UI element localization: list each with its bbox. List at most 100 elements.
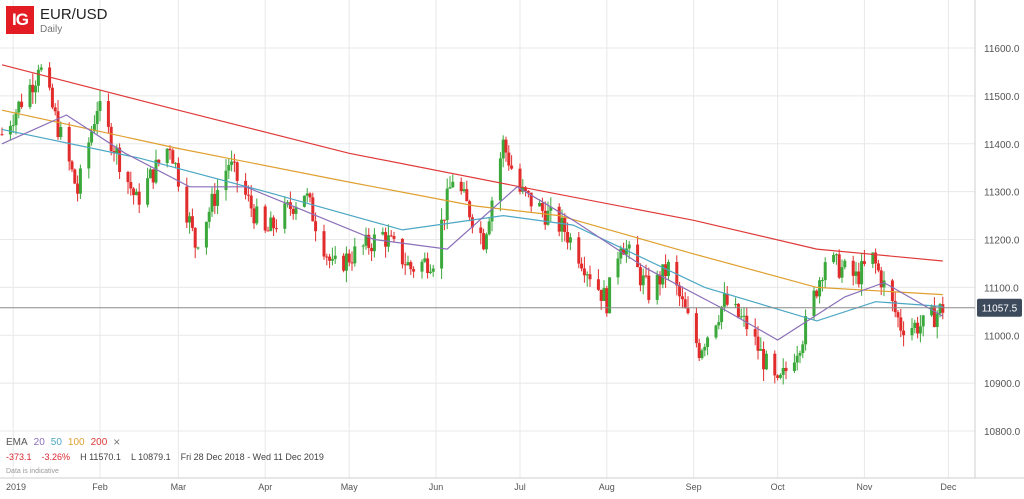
candle-body [655, 274, 659, 300]
candle-body [146, 178, 150, 205]
candle-body [328, 256, 332, 261]
candle-body [694, 313, 698, 343]
candle-body [151, 169, 155, 183]
candle-body [916, 322, 920, 334]
candle-body [932, 306, 936, 328]
candle-body [756, 336, 760, 351]
candle-body [795, 355, 799, 363]
candle-body [619, 248, 623, 259]
candle-body [154, 159, 158, 183]
candle-body [566, 231, 570, 243]
candle-body [76, 183, 80, 194]
candle-body [498, 158, 502, 201]
candle-body [465, 189, 469, 202]
candle-body [389, 235, 393, 237]
candle-body [11, 125, 15, 127]
candle-body [347, 253, 351, 263]
candle-body [462, 189, 466, 192]
x-tick-label: Apr [258, 482, 272, 492]
current-price-label: 11057.5 [982, 304, 1018, 315]
candle-body [459, 181, 463, 192]
candle-body [440, 219, 444, 269]
y-tick-label: 11600.0 [984, 44, 1020, 55]
candle-body [252, 208, 256, 224]
ema-100-label[interactable]: 100 [67, 436, 85, 448]
candle-body [490, 200, 494, 222]
y-tick-label: 11000.0 [984, 331, 1020, 342]
y-tick-label: 10800.0 [984, 427, 1021, 438]
candle-body [759, 349, 763, 351]
candle-body [666, 261, 670, 277]
ema-50-label[interactable]: 50 [50, 436, 62, 448]
candle-body [599, 289, 603, 301]
candle-body [801, 344, 805, 354]
candle-body [361, 245, 365, 247]
y-tick-label: 11100.0 [984, 283, 1019, 294]
candle-body [543, 210, 547, 225]
candle-body [412, 269, 416, 272]
candle-body [776, 375, 780, 378]
x-tick-label: Dec [940, 482, 957, 492]
candle-body [851, 260, 855, 276]
candle-body [700, 350, 704, 359]
candle-body [118, 147, 122, 172]
candle-body [941, 304, 945, 313]
candle-body [899, 317, 903, 331]
candle-body [344, 253, 348, 271]
candle-body [902, 330, 906, 336]
ema-50-line [1, 128, 943, 322]
candle-body [568, 237, 572, 243]
candle-body [106, 101, 110, 127]
candle-body [540, 202, 544, 211]
candle-body [526, 190, 530, 193]
candle-body [274, 228, 278, 230]
candle-body [913, 322, 917, 328]
candle-body [176, 163, 180, 187]
candle-body [353, 246, 357, 264]
candle-body [739, 316, 743, 318]
candle-body [823, 262, 827, 281]
x-tick-label: Oct [771, 482, 786, 492]
candle-body [448, 187, 452, 189]
candle-body [501, 139, 505, 159]
candle-body [773, 353, 777, 376]
candle-body [333, 255, 337, 259]
candle-body [213, 193, 217, 206]
candle-body [126, 171, 130, 183]
candle-body [244, 180, 248, 195]
candle-body [560, 217, 564, 232]
change-value: -373.1 [6, 452, 32, 462]
low-value: L 10879.1 [130, 452, 171, 462]
remove-indicator-icon[interactable]: × [113, 435, 121, 449]
candle-body [442, 219, 446, 221]
candle-body [305, 193, 309, 196]
ema-20-label[interactable]: 20 [33, 436, 45, 448]
candle-body [538, 202, 542, 207]
candle-body [230, 161, 234, 165]
candle-body [53, 107, 57, 112]
candle-body [193, 227, 197, 248]
ema-20-line [1, 114, 944, 341]
candle-body [196, 247, 200, 249]
candle-body [174, 163, 178, 165]
candle-body [204, 221, 208, 248]
candle-body [249, 195, 253, 209]
candle-body [17, 101, 21, 113]
candle-body [563, 217, 567, 232]
candle-body [580, 263, 584, 269]
ema-200-label[interactable]: 200 [90, 436, 108, 448]
candle-body [714, 325, 718, 338]
candle-body [137, 191, 141, 205]
candle-body [608, 277, 612, 314]
candle-body [207, 211, 211, 222]
candle-body [263, 206, 267, 231]
candle-body [34, 85, 38, 93]
candle-body [781, 367, 785, 375]
candle-body [742, 315, 746, 317]
candle-body [896, 312, 900, 318]
disclaimer-note: Data is indicative [6, 468, 59, 475]
candle-body [876, 263, 880, 271]
